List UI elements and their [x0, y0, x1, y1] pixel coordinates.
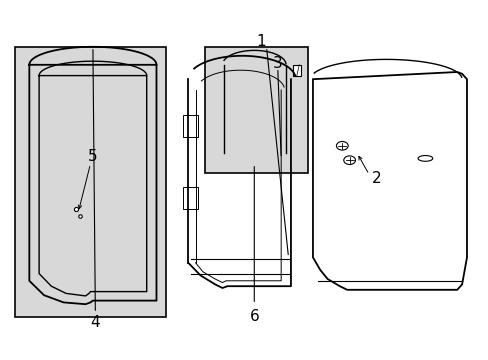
Text: 2: 2 — [371, 171, 381, 186]
Text: 3: 3 — [272, 55, 282, 71]
Ellipse shape — [257, 158, 269, 163]
Circle shape — [336, 141, 347, 150]
Text: 1: 1 — [256, 34, 266, 49]
FancyBboxPatch shape — [205, 47, 307, 173]
Text: 5: 5 — [88, 149, 98, 164]
FancyBboxPatch shape — [15, 47, 166, 317]
Text: 6: 6 — [249, 309, 259, 324]
Bar — [183, 115, 198, 137]
Circle shape — [343, 156, 355, 165]
Polygon shape — [293, 65, 300, 76]
Text: 4: 4 — [90, 315, 100, 330]
Polygon shape — [312, 72, 466, 290]
Bar — [183, 187, 198, 209]
Ellipse shape — [417, 156, 432, 161]
